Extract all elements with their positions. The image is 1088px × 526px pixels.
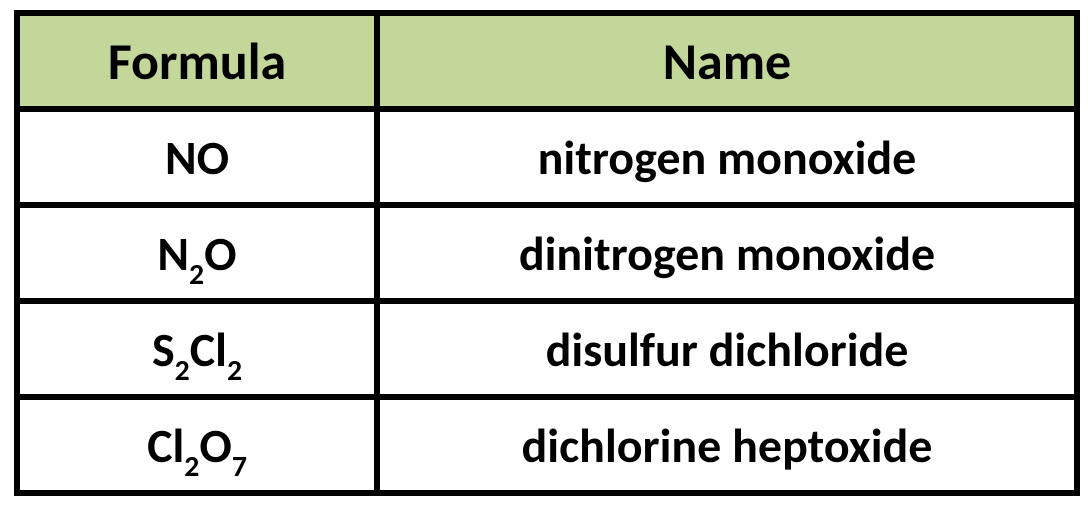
cell-formula: S2Cl2 bbox=[17, 301, 377, 397]
table-row: S2Cl2 disulfur dichloride bbox=[17, 301, 1077, 397]
cell-formula: NO bbox=[17, 109, 377, 205]
table-header-row: Formula Name bbox=[17, 13, 1077, 109]
cell-name: dinitrogen monoxide bbox=[377, 205, 1077, 301]
table-row: NO nitrogen monoxide bbox=[17, 109, 1077, 205]
cell-name: nitrogen monoxide bbox=[377, 109, 1077, 205]
cell-formula: Cl2O7 bbox=[17, 397, 377, 493]
cell-name: dichlorine heptoxide bbox=[377, 397, 1077, 493]
table-container: Formula Name NO nitrogen monoxide N2O di… bbox=[0, 0, 1088, 506]
cell-name: disulfur dichloride bbox=[377, 301, 1077, 397]
col-header-name: Name bbox=[377, 13, 1077, 109]
col-header-formula: Formula bbox=[17, 13, 377, 109]
table-row: Cl2O7 dichlorine heptoxide bbox=[17, 397, 1077, 493]
cell-formula: N2O bbox=[17, 205, 377, 301]
table-row: N2O dinitrogen monoxide bbox=[17, 205, 1077, 301]
compound-table: Formula Name NO nitrogen monoxide N2O di… bbox=[14, 10, 1080, 496]
